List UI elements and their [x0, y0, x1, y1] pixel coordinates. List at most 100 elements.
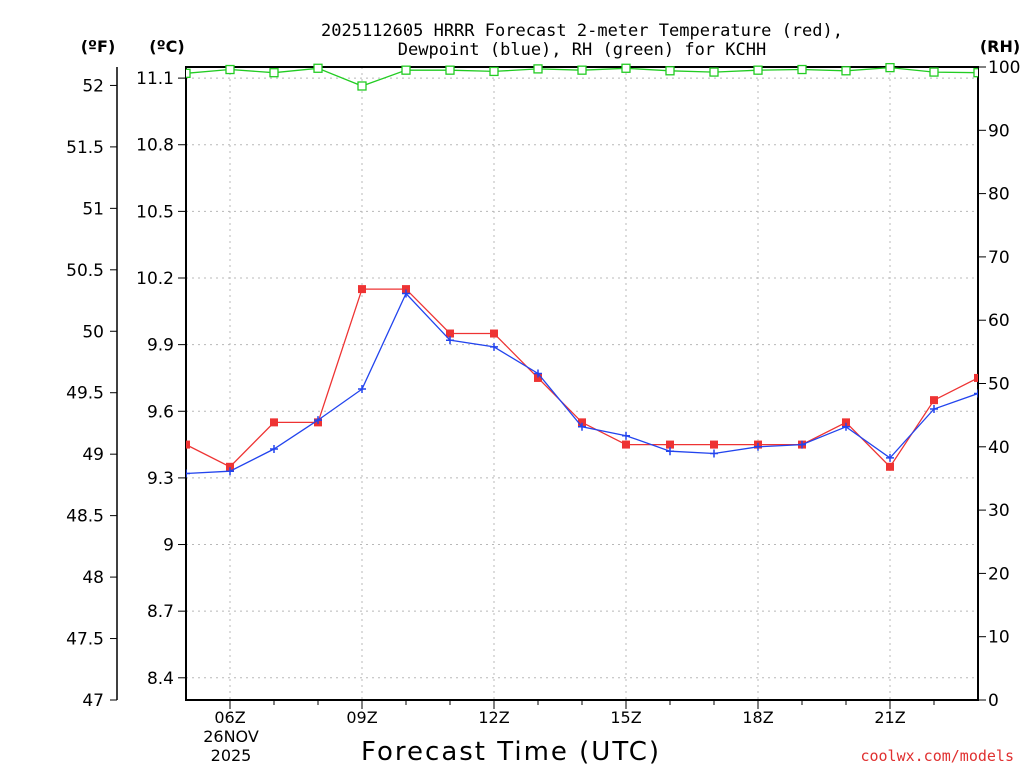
celsius-tick-label: 9.9 [147, 336, 174, 356]
rh-tick-label: 20 [988, 564, 1010, 584]
rh-point [753, 65, 763, 75]
dewpoint-point [534, 369, 542, 378]
chart-title-line2: Dewpoint (blue), RH (green) for KCHH [398, 40, 766, 60]
rh-unit-label: (RH) [980, 37, 1020, 56]
temperature-point [270, 418, 278, 427]
rh-point [445, 65, 455, 75]
temperature-point [186, 440, 190, 449]
chart-title-line1: 2025112605 HRRR Forecast 2-meter Tempera… [321, 21, 843, 41]
celsius-unit-label: (ºC) [149, 37, 184, 56]
fahrenheit-tick-label: 49 [82, 445, 104, 465]
temperature-point [446, 329, 454, 338]
fahrenheit-tick-label: 48.5 [66, 507, 104, 527]
celsius-tick-label: 10.2 [136, 269, 174, 289]
rh-point [269, 68, 279, 78]
temperature-point [842, 418, 850, 427]
rh-point [621, 63, 631, 73]
temperature-point [358, 285, 366, 294]
fahrenheit-tick-label: 47 [82, 691, 104, 711]
fahrenheit-unit-label: (ºF) [81, 37, 116, 56]
x-tick-label: 09Z [346, 708, 377, 727]
rh-point [533, 64, 543, 74]
rh-tick-label: 10 [988, 628, 1010, 648]
celsius-tick-label: 8.4 [147, 669, 174, 689]
rh-point [973, 68, 978, 78]
dewpoint-point [358, 385, 366, 394]
x-tick-label: 15Z [610, 708, 641, 727]
celsius-tick-label: 11.1 [136, 69, 174, 89]
dewpoint-point [226, 467, 234, 476]
fahrenheit-tick-label: 50.5 [66, 261, 104, 281]
rh-point [577, 65, 587, 75]
rh-point [929, 67, 939, 77]
dewpoint-point [886, 453, 894, 462]
fahrenheit-tick-label: 47.5 [66, 630, 104, 650]
tick-labels: 06Z 09Z 12Z 15Z 18Z 21Z 8.4 8.7 9 9.3 9.6 9.9 10.2 10… [66, 58, 1020, 727]
dewpoint-point [930, 405, 938, 414]
rh-point [313, 63, 323, 73]
rh-tick-label: 40 [988, 438, 1010, 458]
rh-point [225, 64, 235, 75]
temperature-point [578, 418, 586, 427]
rh-point [357, 81, 367, 91]
temperature-point [534, 373, 542, 382]
rh-tick-label: 90 [988, 121, 1010, 141]
rh-tick-label: 0 [988, 691, 999, 711]
x-tick-label: 06Z [214, 708, 245, 727]
fahrenheit-tick-label: 52 [82, 76, 104, 96]
dewpoint-point [186, 469, 190, 478]
rh-point [186, 68, 191, 78]
temperature-point [930, 396, 938, 405]
x-axis-label: Forecast Time (UTC) [361, 737, 661, 767]
dewpoint-point [798, 440, 806, 449]
temperature-point [710, 440, 718, 449]
rh-tick-label: 30 [988, 501, 1010, 521]
rh-point [709, 67, 719, 77]
dewpoint-point [402, 289, 410, 298]
rh-tick-label: 60 [988, 311, 1010, 331]
temperature-point [402, 285, 410, 294]
dewpoint-point [710, 449, 718, 458]
temperature-point [490, 329, 498, 338]
x-tick-label: 18Z [742, 708, 773, 727]
rh-point [885, 62, 895, 73]
fahrenheit-tick-label: 50 [82, 322, 104, 342]
rh-point [841, 66, 851, 76]
temperature-point [622, 440, 630, 449]
celsius-tick-label: 10.5 [136, 202, 174, 222]
rh-point [401, 65, 411, 75]
x-tick-label: 12Z [478, 708, 509, 727]
fahrenheit-tick-label: 49.5 [66, 384, 104, 404]
dewpoint-point [666, 447, 674, 456]
dewpoint-point [974, 389, 978, 398]
date-label-month: 26NOV [203, 727, 259, 746]
temperature-point [666, 440, 674, 449]
celsius-tick-label: 9.6 [147, 402, 174, 422]
dewpoint-point [446, 336, 454, 345]
dewpoint-point [622, 431, 630, 440]
dewpoint-point [490, 342, 498, 351]
rh-tick-label: 70 [988, 248, 1010, 268]
date-label-year: 2025 [211, 746, 252, 765]
temperature-point [974, 373, 978, 382]
celsius-tick-label: 8.7 [147, 602, 174, 622]
temperature-point [886, 462, 894, 471]
fahrenheit-tick-label: 51 [82, 199, 104, 219]
grid-lines [186, 67, 978, 700]
rh-tick-label: 80 [988, 185, 1010, 205]
celsius-tick-label: 9 [163, 536, 174, 556]
rh-tick-label: 100 [988, 58, 1020, 78]
fahrenheit-tick-label: 51.5 [66, 138, 104, 158]
dewpoint-point [578, 422, 586, 431]
rh-tick-label: 50 [988, 375, 1010, 395]
temperature-point [226, 462, 234, 471]
rh-point [489, 66, 499, 77]
rh-point [797, 64, 807, 75]
dewpoint-point [754, 442, 762, 451]
series-layer [186, 62, 978, 478]
celsius-tick-label: 10.8 [136, 136, 174, 156]
dewpoint-point [270, 445, 278, 454]
rh-point [665, 66, 675, 76]
x-tick-label: 21Z [874, 708, 905, 727]
